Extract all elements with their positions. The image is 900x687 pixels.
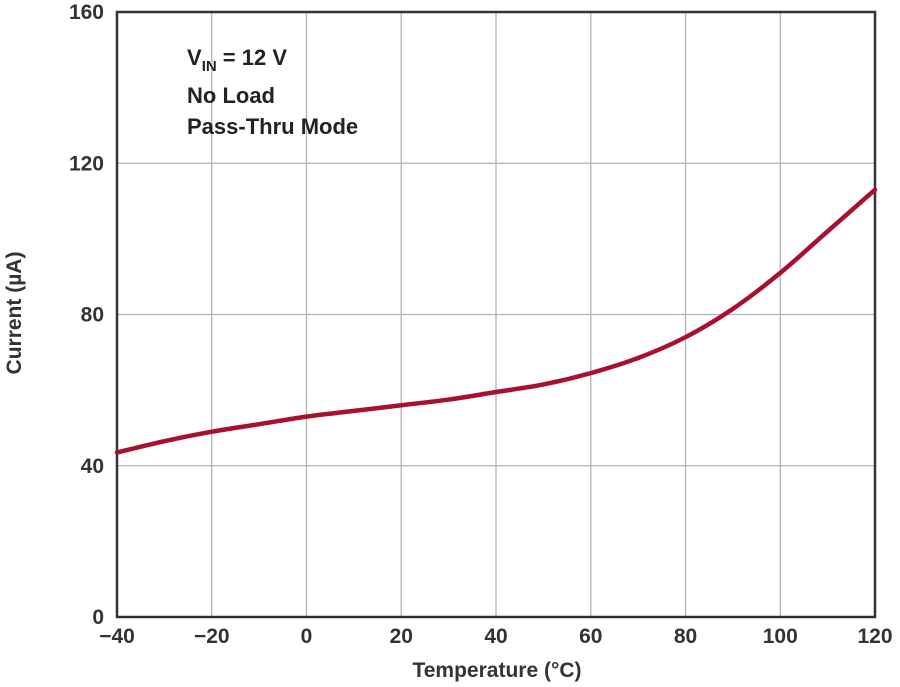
annotation-vin-subscript: IN <box>202 58 217 75</box>
y-axis-title: Current (µA) <box>3 252 26 375</box>
x-tick-label: 80 <box>674 625 697 648</box>
y-tick-label: 160 <box>69 1 104 24</box>
annotation-no-load: No Load <box>187 83 275 108</box>
y-tick-label: 80 <box>81 304 104 327</box>
x-tick-label: 20 <box>390 625 413 648</box>
y-tick-label: 40 <box>81 455 104 478</box>
y-tick-label: 0 <box>92 606 104 629</box>
annotation-pass-thru-mode: Pass-Thru Mode <box>187 114 358 139</box>
annotation-vin: VIN = 12 V <box>187 45 287 75</box>
annotation-vin-value: = 12 V <box>217 45 288 70</box>
x-tick-label: 0 <box>301 625 313 648</box>
x-tick-label: −40 <box>99 625 135 648</box>
x-tick-label: 60 <box>579 625 602 648</box>
x-tick-label: 100 <box>763 625 798 648</box>
x-axis-title: Temperature (°C) <box>412 659 581 682</box>
current-curve <box>114 187 878 455</box>
y-tick-label: 120 <box>69 152 104 175</box>
tick-labels: −40 −20 0 20 40 60 80 100 120 0 40 80 120 160 <box>69 1 893 648</box>
plot-frame <box>115 10 877 619</box>
x-tick-label: 120 <box>857 625 892 648</box>
x-tick-label: 40 <box>484 625 507 648</box>
annotation-vin-prefix: V <box>187 45 202 70</box>
x-tick-label: −20 <box>194 625 230 648</box>
